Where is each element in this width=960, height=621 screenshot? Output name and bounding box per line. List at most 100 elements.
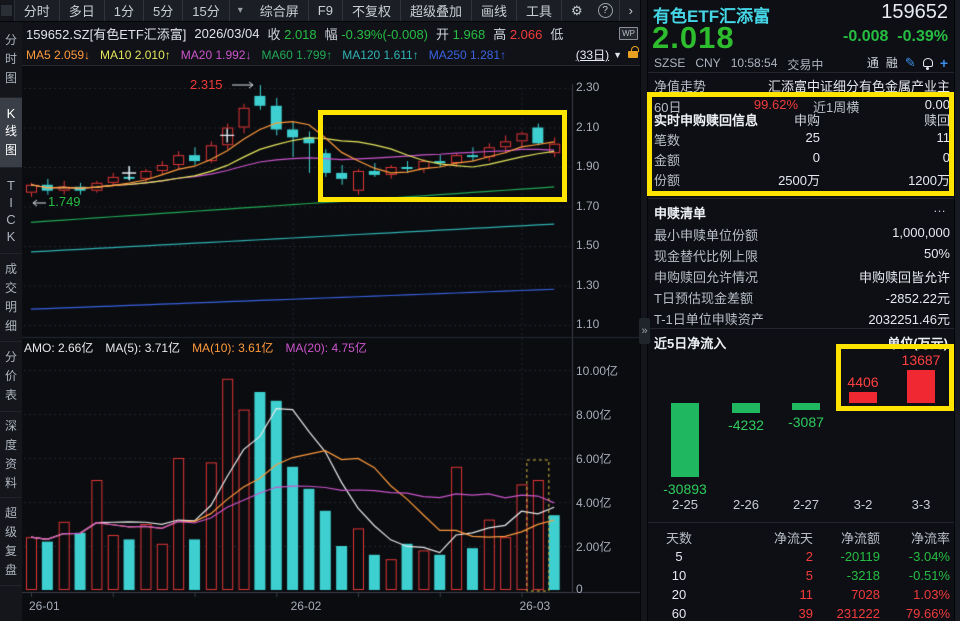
toolbar-corner — [0, 0, 15, 21]
flow-table-cell-r3c3: 7028 — [851, 587, 880, 602]
toolbar-tab-5[interactable]: 15分 — [182, 0, 228, 21]
subscribe-row-label-3: 份额 — [654, 173, 681, 188]
flow-table-cell-r2c2: 5 — [805, 568, 813, 583]
toolbar-action-3[interactable]: 不复权 — [341, 0, 400, 21]
toolbar: 分时 多日 1分 5分 15分 ▾ 综合屏 F9 不复权 超级叠加 画线 工具 ⚙ ? › — [0, 0, 642, 22]
period-selector[interactable]: (33日) ▼ — [576, 46, 639, 63]
tag-rong: 融 — [885, 56, 898, 70]
flow-table-cell-r4c4: 79.66% — [905, 606, 950, 621]
flow-table-cell-r4c2: 39 — [798, 606, 813, 621]
unlock-icon[interactable] — [628, 46, 639, 58]
sidebar-char: 度 — [4, 437, 17, 452]
volume-tick-2.00亿: 2.00亿 — [576, 540, 612, 554]
sidebar-char: 价 — [4, 369, 17, 383]
toolbar-action-6[interactable]: 工具 — [515, 0, 561, 21]
nav-trend-value: 汇添富中证细分有色金属产业主 — [767, 79, 950, 94]
flow-table-cell-r3c2: 11 — [799, 587, 814, 602]
flow-table-cell-r3c1: 20 — [671, 587, 687, 602]
toolbar-tab-4[interactable]: 5分 — [143, 0, 182, 21]
subscribe-row-buy-2: 0 — [812, 150, 820, 165]
flow-bar-3-3 — [907, 370, 935, 403]
flow-bar-value-2-25: -30893 — [663, 481, 707, 497]
nav-trend-label[interactable]: 净值走势 — [654, 79, 707, 94]
toolbar-action-4[interactable]: 超级叠加 — [399, 0, 471, 21]
sidebar-char: 图 — [4, 71, 17, 85]
volume-tick-4.00亿: 4.00亿 — [576, 496, 612, 510]
subscribe-row-redeem-3: 1200万 — [908, 173, 950, 188]
toolbar-tab-2[interactable]: 多日 — [58, 0, 104, 21]
hidden-row-value1: 99.62% — [753, 97, 798, 112]
alert-bell-icon[interactable] — [922, 58, 933, 70]
flow-table-cell-r1c1: 5 — [675, 549, 683, 564]
vol-ma10-label: MA(10): 3.61亿 — [192, 341, 274, 355]
toolbar-action-1[interactable]: 综合屏 — [259, 4, 299, 19]
flow-table-cell-r2c4: -0.51% — [908, 568, 950, 583]
flow-bar-2-27 — [792, 403, 820, 410]
subscribe-section-title: 实时申购赎回信息 — [654, 113, 759, 128]
month-label-26-01: 26-01 — [29, 599, 60, 613]
kline-volume-chart[interactable] — [22, 66, 640, 621]
market-status-row: SZSE CNY 10:58:54 交易中 — [654, 56, 823, 73]
subscribe-row-buy-1: 25 — [805, 130, 820, 145]
toolbar-tab-3[interactable]: 1分 — [103, 0, 143, 21]
toolbar-tab-1[interactable]: 分时 — [23, 4, 50, 19]
sidebar-item-6[interactable]: 深度资料 — [0, 412, 22, 498]
help-icon[interactable]: ? — [597, 3, 613, 18]
ma-chip-ma60: MA60 1.799↑ — [261, 47, 333, 62]
sidebar-char: 分 — [4, 350, 17, 364]
panel-collapse-handle[interactable]: » — [639, 318, 650, 344]
panel-divider[interactable] — [640, 0, 648, 621]
sidebar-char: 盘 — [4, 562, 17, 577]
settings-gear-icon[interactable]: ⚙ — [561, 0, 592, 21]
hidden-row-value3: 0.00 — [924, 97, 950, 112]
panel-scrollbar[interactable] — [954, 0, 960, 621]
subscribe-col-buy: 申购 — [793, 113, 820, 128]
sidebar-item-4[interactable]: 成交明细 — [0, 254, 22, 342]
flow-table-cell-r3c4: 1.03% — [913, 587, 950, 602]
sidebar-item-5[interactable]: 分价表 — [0, 342, 22, 412]
trading-status: 交易中 — [787, 58, 824, 72]
toolbar-action-5[interactable]: 画线 — [470, 0, 516, 21]
edit-pencil-icon[interactable]: ✎ — [904, 54, 916, 70]
sidebar-char: 表 — [4, 388, 17, 402]
wp-monitor-icon[interactable]: WP — [619, 26, 638, 40]
sidebar-item-7[interactable]: 超级复盘 — [0, 498, 22, 586]
flow-bar-date-2-25: 2-25 — [671, 497, 699, 512]
ma-chip-ma250: MA250 1.281↑ — [428, 47, 507, 62]
toolbar-action-2[interactable]: F9 — [307, 0, 342, 21]
flow-bar-date-3-2: 3-2 — [853, 497, 873, 512]
subscribe-row-buy-3: 2500万 — [778, 173, 820, 188]
sidebar-item-1[interactable]: 分时图 — [0, 22, 22, 98]
last-price: 2.018 — [652, 20, 735, 55]
volume-tick-6.00亿: 6.00亿 — [576, 452, 612, 466]
sidebar-char: 资 — [4, 456, 17, 471]
flow-table-header-1: 天数 — [665, 531, 692, 546]
price-tick-1.10: 1.10 — [576, 317, 600, 331]
chevron-right-icon[interactable]: › — [618, 0, 642, 21]
sidebar-char: 明 — [4, 299, 17, 314]
flow-bar-value-2-27: -3087 — [788, 414, 824, 430]
add-watchlist-icon[interactable]: + — [939, 54, 948, 71]
price-tick-2.10: 2.10 — [576, 119, 600, 134]
high-price-annotation: 2.315 — [190, 77, 223, 92]
ma-chip-ma120: MA120 1.611↑ — [342, 47, 419, 62]
subscribe-row-redeem-1: 11 — [936, 130, 951, 145]
quote-info-bar: 159652.SZ[有色ETF汇添富] 2026/03/04 收 2.018 幅… — [22, 22, 642, 44]
subscribe-col-redeem: 赎回 — [923, 113, 950, 128]
flow-bar-date-2-26: 2-26 — [732, 497, 760, 512]
flow-bar-value-3-3: 13687 — [901, 352, 941, 368]
quote-tags: 通 融 ✎ + — [867, 54, 948, 71]
ma-chip-ma5: MA5 2.059↓ — [26, 47, 91, 62]
flow-bar-date-3-3: 3-3 — [911, 497, 931, 512]
interval-dropdown-caret-icon[interactable]: ▾ — [228, 0, 251, 21]
etf-code: 159652 — [881, 1, 948, 23]
subscribe-row-label-2: 金额 — [654, 153, 681, 168]
sidebar-char: C — [6, 211, 16, 227]
list-row-value-4: -2852.22元 — [885, 291, 950, 306]
sidebar-char: 料 — [4, 475, 17, 490]
subscribe-row-label-1: 笔数 — [654, 133, 681, 148]
more-icon[interactable]: … — [933, 200, 948, 215]
